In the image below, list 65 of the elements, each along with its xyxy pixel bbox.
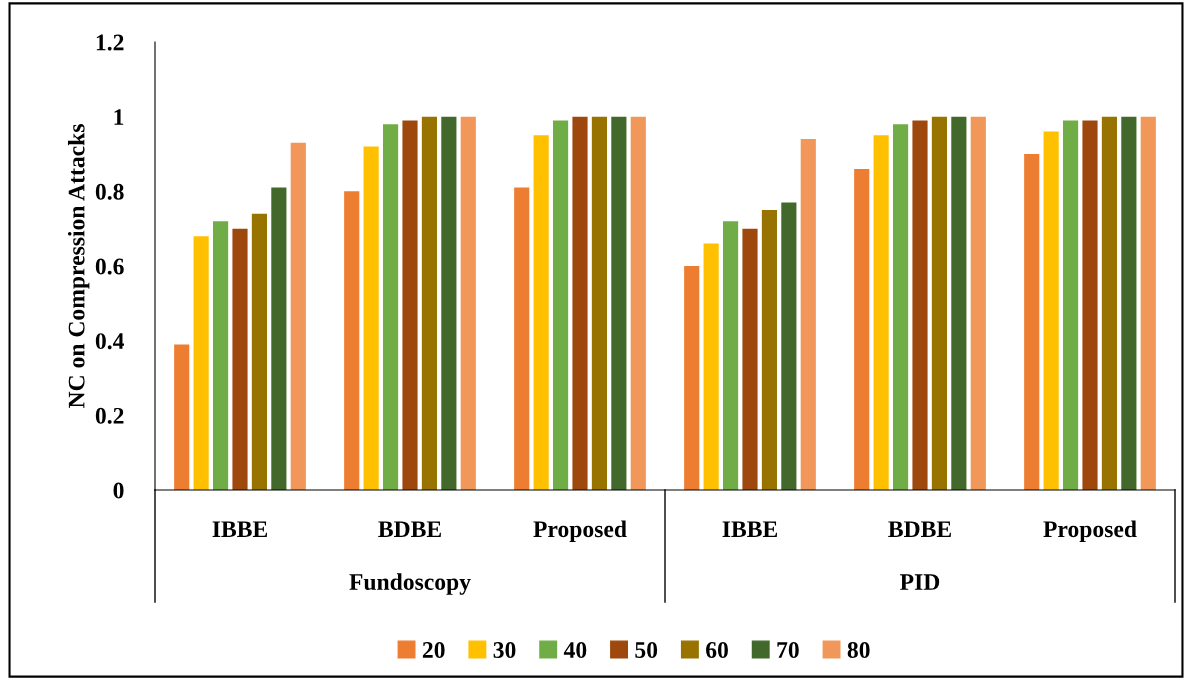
- bar: [193, 236, 209, 490]
- y-tick-label: 0: [113, 482, 124, 499]
- bar: [970, 116, 986, 490]
- bar: [1082, 120, 1098, 490]
- x-tick-label: Proposed: [533, 520, 627, 542]
- y-tick-label: 1: [114, 109, 124, 125]
- bar: [421, 116, 438, 490]
- bar: [722, 221, 739, 490]
- bar: [1062, 120, 1079, 490]
- y-tick-label: 0.4: [95, 333, 125, 350]
- bar: [382, 124, 399, 490]
- bar: [1121, 116, 1137, 490]
- bar: [514, 187, 530, 490]
- bar: [363, 146, 379, 490]
- bar: [873, 135, 889, 490]
- y-axis-title: NC on Compression Attacks: [67, 124, 90, 408]
- bar: [611, 116, 627, 490]
- legend-label: 80: [847, 642, 870, 658]
- bar: [251, 213, 268, 490]
- bar: [344, 191, 360, 490]
- bar: [951, 116, 967, 490]
- y-tick-label: 0.2: [95, 407, 124, 424]
- bar: [591, 116, 608, 490]
- bar: [703, 243, 719, 490]
- y-tick-label: 0.6: [95, 258, 124, 275]
- bar: [742, 228, 758, 490]
- legend-label: 30: [493, 642, 516, 658]
- bar: [781, 202, 797, 490]
- x-tick-label: BDBE: [888, 521, 951, 538]
- text: PID: [900, 574, 940, 590]
- text: Fundoscopy: [349, 573, 471, 595]
- bar: [1024, 154, 1040, 490]
- bar: [800, 139, 816, 490]
- bar: [630, 116, 646, 490]
- bar: [684, 266, 700, 490]
- x-tick-label: IBBE: [722, 521, 778, 538]
- legend-label: 70: [777, 642, 799, 658]
- bar: [931, 116, 948, 490]
- bar: [212, 221, 229, 490]
- bar: [1101, 116, 1118, 490]
- bar: [912, 120, 928, 490]
- bar: [441, 116, 457, 490]
- x-tick-label: Proposed: [1043, 520, 1137, 542]
- bar: [572, 116, 588, 490]
- bar: [892, 124, 909, 490]
- x-tick-label: IBBE: [212, 521, 268, 538]
- legend-label: 60: [706, 642, 728, 658]
- bar: [552, 120, 569, 490]
- bar: [232, 228, 248, 490]
- bar: [460, 116, 476, 490]
- legend-label: 20: [422, 642, 445, 658]
- bar: [761, 210, 778, 490]
- bar: [402, 120, 418, 490]
- bar: [1140, 116, 1156, 490]
- legend-label: 40: [563, 642, 587, 658]
- bar: [533, 135, 549, 490]
- bar: [174, 344, 190, 490]
- bar: [271, 187, 287, 490]
- y-tick-label: 1.2: [96, 34, 124, 51]
- y-tick-label: 0.8: [95, 183, 124, 200]
- x-tick-label: BDBE: [378, 521, 441, 538]
- legend-label: 50: [635, 642, 658, 658]
- bar: [854, 168, 870, 490]
- bar: [1043, 131, 1059, 490]
- bar: [290, 142, 306, 490]
